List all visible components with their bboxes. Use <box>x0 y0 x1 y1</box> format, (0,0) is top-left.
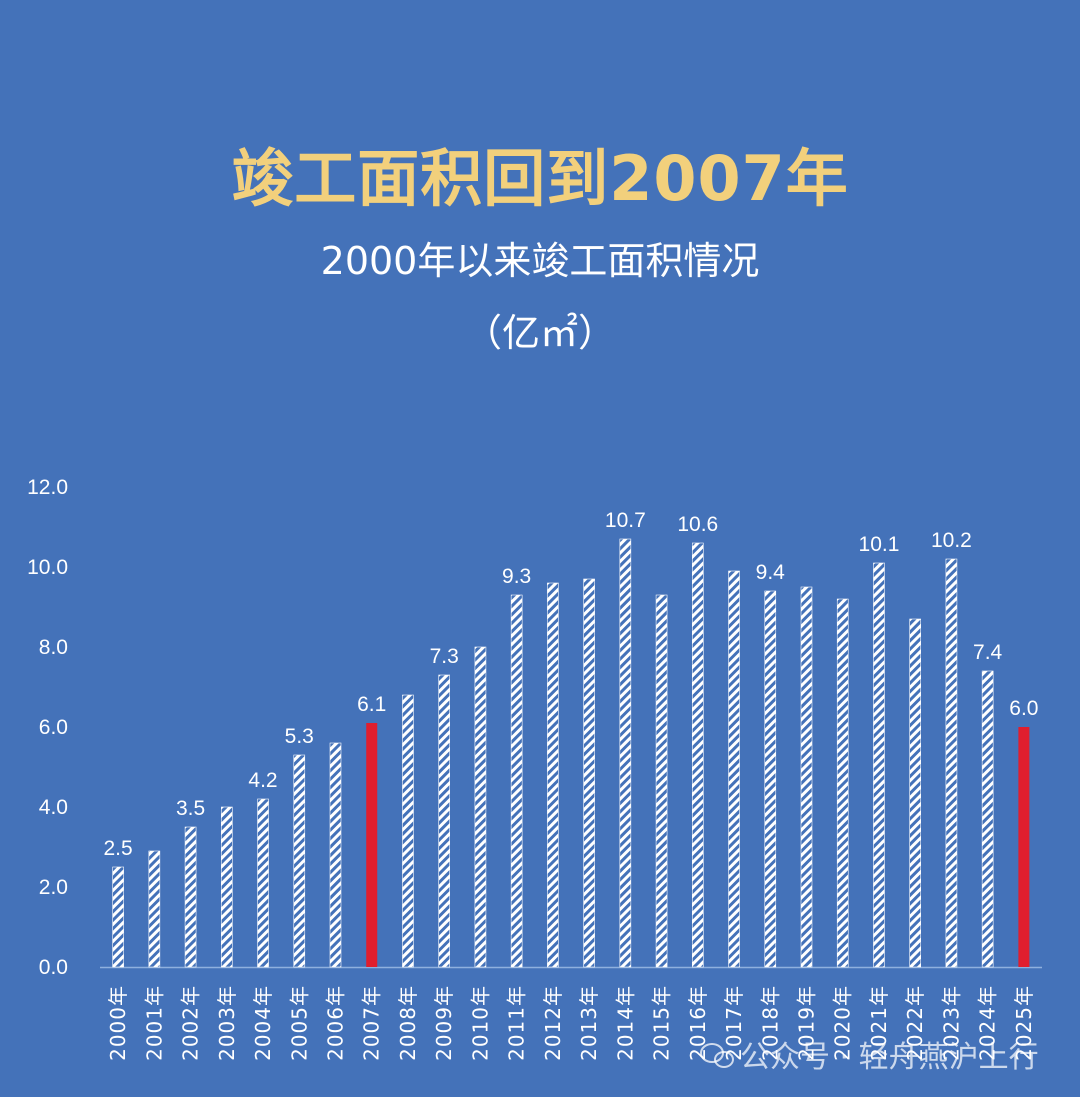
bar-2015年 <box>655 594 668 968</box>
y-tick-label: 10.0 <box>27 556 68 579</box>
data-label-2024年: 7.4 <box>973 641 1003 664</box>
x-tick-label: 2019年 <box>795 985 819 1061</box>
bar-2022年 <box>909 618 921 968</box>
x-tick-label: 2009年 <box>432 985 456 1061</box>
bar-2010年 <box>474 646 487 968</box>
bar-2011年 <box>510 594 523 968</box>
watermark: 公众号 · 轻舟燕沪上行 <box>700 1032 1039 1076</box>
bar-2006年 <box>329 742 342 968</box>
y-tick-label: 2.0 <box>39 876 68 899</box>
x-tick-label: 2024年 <box>976 985 1000 1061</box>
bar-2016年 <box>692 542 704 968</box>
y-tick-label: 8.0 <box>39 636 68 659</box>
chart-subtitle: 2000年以来竣工面积情况 <box>320 239 760 283</box>
data-label-2016年: 10.6 <box>677 513 718 536</box>
data-label-2011年: 9.3 <box>502 565 531 588</box>
x-tick-label: 2018年 <box>758 985 782 1061</box>
x-tick-label: 2022年 <box>903 985 927 1061</box>
bar-2013年 <box>583 578 595 968</box>
bar-2009年 <box>438 674 450 968</box>
bar-2019年 <box>800 586 813 968</box>
bar-2017年 <box>728 570 740 968</box>
bar-2020年 <box>836 598 849 968</box>
bar-2014年 <box>619 538 632 968</box>
bar-2004年 <box>257 798 269 968</box>
bars-group <box>112 538 1030 968</box>
x-tick-label: 2008年 <box>396 985 420 1061</box>
bar-2024年 <box>981 670 994 968</box>
bar-2018年 <box>764 590 777 968</box>
x-tick-label: 2002年 <box>179 985 203 1061</box>
x-tick-label: 2013年 <box>577 985 601 1061</box>
data-label-2007年: 6.1 <box>357 693 386 716</box>
x-tick-label: 2025年 <box>1012 985 1036 1061</box>
data-label-2000年: 2.5 <box>104 837 133 860</box>
x-tick-label: 2017年 <box>722 985 746 1061</box>
bar-2005年 <box>293 754 306 968</box>
data-label-2004年: 4.2 <box>248 769 277 792</box>
y-tick-label: 4.0 <box>39 796 68 819</box>
bar-2001年 <box>148 850 161 968</box>
chart-unit-label: （亿㎡） <box>463 311 616 355</box>
wechat-icon <box>700 1041 734 1068</box>
x-tick-label: 2001年 <box>142 985 166 1061</box>
x-tick-label: 2005年 <box>287 985 311 1061</box>
bar-2008年 <box>402 694 414 968</box>
x-tick-label: 2011年 <box>505 985 529 1061</box>
x-tick-label: 2014年 <box>613 985 637 1061</box>
bar-2002年 <box>184 826 197 968</box>
bar-2023年 <box>945 558 958 968</box>
x-tick-label: 2023年 <box>939 985 963 1061</box>
bar-2003年 <box>221 806 233 968</box>
bar-2000年 <box>112 866 124 968</box>
bar-2007年 <box>366 723 378 967</box>
data-label-2021年: 10.1 <box>859 533 900 556</box>
x-tick-label: 2021年 <box>867 985 891 1061</box>
bar-2025年 <box>1018 727 1030 967</box>
watermark-text: 公众号 · 轻舟燕沪上行 <box>740 1040 1039 1075</box>
chart-title: 竣工面积回到2007年 <box>231 142 849 215</box>
data-label-2023年: 10.2 <box>931 529 972 552</box>
data-label-2009年: 7.3 <box>430 645 459 668</box>
data-label-2018年: 9.4 <box>756 561 786 584</box>
y-tick-label: 12.0 <box>27 476 68 499</box>
bar-2021年 <box>873 562 885 968</box>
data-label-2025年: 6.0 <box>1009 697 1038 720</box>
bar-2012年 <box>547 582 559 968</box>
data-label-2002年: 3.5 <box>176 797 205 820</box>
y-tick-label: 6.0 <box>39 716 68 739</box>
x-tick-label: 2012年 <box>541 985 565 1061</box>
x-tick-label: 2003年 <box>215 985 239 1061</box>
x-tick-label: 2004年 <box>251 985 275 1061</box>
data-label-2014年: 10.7 <box>605 509 646 532</box>
x-axis-labels: 2000年 2001年 2002年 2003年 2004年 2005年 2006年 2007年… <box>106 985 1036 1061</box>
data-label-2005年: 5.3 <box>285 725 314 748</box>
data-labels-group: 2.5 3.5 4.2 5.3 6.1 7.3 9.3 10.7 10.6 9.4 10.1 10.2… <box>104 509 1039 860</box>
x-tick-label: 2010年 <box>468 985 492 1061</box>
y-tick-label: 0.0 <box>39 956 68 979</box>
x-tick-label: 2000年 <box>106 985 130 1061</box>
y-axis: 0.0 2.0 4.0 6.0 8.0 10.0 12.0 <box>27 476 68 979</box>
x-tick-label: 2020年 <box>831 985 855 1061</box>
x-tick-label: 2015年 <box>650 985 674 1061</box>
x-tick-label: 2006年 <box>324 985 348 1061</box>
x-tick-label: 2007年 <box>360 985 384 1061</box>
